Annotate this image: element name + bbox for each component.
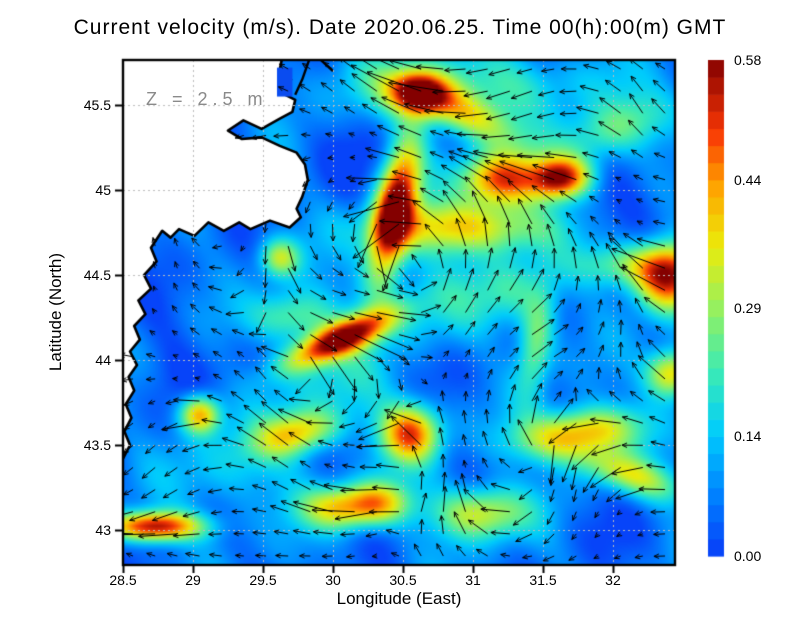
x-tick-label: 30.5	[389, 572, 417, 588]
y-tick-label: 43.5	[83, 436, 111, 453]
x-axis-label: Longitude (East)	[336, 589, 462, 608]
x-tick-label: 31	[465, 572, 481, 588]
colorbar-tick-label: 0.58	[734, 52, 762, 68]
y-tick-label: 45	[95, 182, 111, 199]
chart-title: Current velocity (m/s). Date 2020.06.25.…	[73, 16, 727, 39]
x-tick-label: 32	[605, 572, 621, 588]
x-tick-label: 29	[185, 572, 201, 588]
depth-annotation: Z = 2.5 m	[146, 89, 268, 109]
x-tick-label: 30	[325, 572, 341, 588]
y-tick-label: 44.5	[83, 267, 111, 284]
x-tick-label: 31.5	[529, 572, 557, 588]
y-axis-label: Latitude (North)	[46, 252, 65, 372]
y-tick-label: 45.5	[83, 97, 111, 114]
x-tick-label: 29.5	[249, 572, 277, 588]
y-tick-label: 44	[95, 352, 111, 368]
y-tick-label: 43	[95, 521, 111, 538]
colorbar-tick-label: 0.14	[734, 428, 762, 445]
colorbar-tick-label: 0.00	[734, 548, 762, 564]
x-tick-label: 28.5	[109, 572, 137, 588]
colorbar-tick-label: 0.29	[734, 300, 762, 316]
colorbar-tick-label: 0.44	[734, 171, 762, 188]
